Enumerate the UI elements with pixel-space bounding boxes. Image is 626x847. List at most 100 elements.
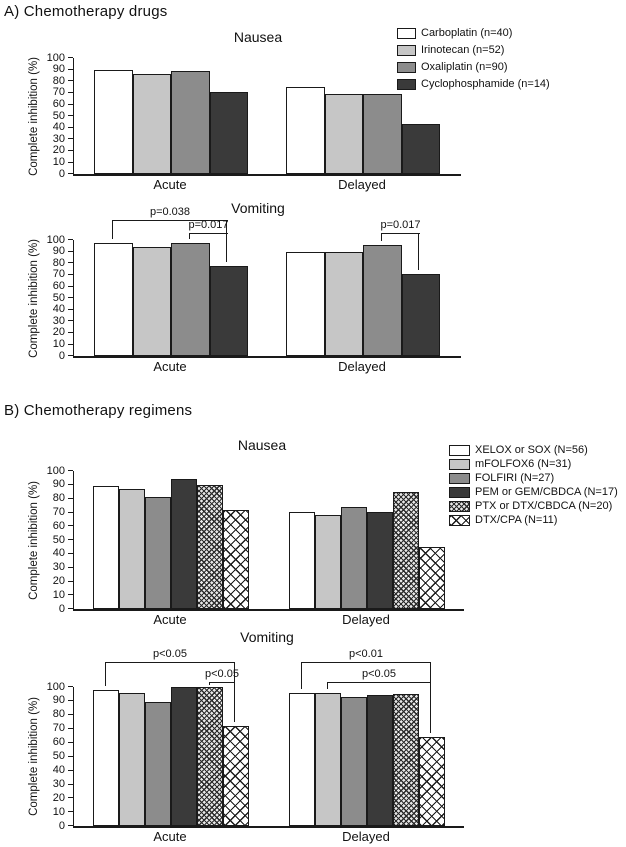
bar xyxy=(401,124,440,174)
p-value-label: p<0.05 xyxy=(362,668,396,680)
y-tick-label: 10 xyxy=(52,155,65,168)
y-tick xyxy=(68,92,73,94)
bar xyxy=(315,692,341,826)
x-category-label: Delayed xyxy=(342,612,390,627)
p-bracket-tick xyxy=(327,682,328,689)
legend-item: Cyclophosphamide (n=14) xyxy=(397,78,550,90)
y-tick xyxy=(68,811,73,813)
y-tick-label: 90 xyxy=(52,478,65,491)
y-tick xyxy=(68,138,73,140)
legend-swatch xyxy=(397,27,416,39)
y-tick-label: 70 xyxy=(52,86,65,99)
y-tick xyxy=(68,566,73,568)
y-tick xyxy=(68,80,73,82)
p-bracket-tick xyxy=(301,662,302,689)
legend-label: DTX/CPA (N=11) xyxy=(475,514,558,526)
legend-swatch xyxy=(449,500,470,512)
legend-label: Carboplatin (n=40) xyxy=(421,27,513,39)
bar xyxy=(315,515,341,609)
y-tick xyxy=(68,553,73,555)
y-tick xyxy=(68,539,73,541)
y-tick-label: 40 xyxy=(52,763,65,776)
y-tick-label: 30 xyxy=(52,561,65,574)
y-tick xyxy=(68,686,73,688)
y-tick xyxy=(68,608,73,610)
y-tick-label: 20 xyxy=(52,791,65,804)
bar xyxy=(171,479,197,609)
p-bracket-line xyxy=(189,233,228,234)
p-bracket-tick xyxy=(429,682,431,734)
y-tick-label: 20 xyxy=(52,144,65,157)
legend-item: Carboplatin (n=40) xyxy=(397,27,512,39)
y-tick-label: 30 xyxy=(52,132,65,145)
p-bracket-tick xyxy=(209,682,210,685)
bar xyxy=(341,506,367,609)
y-tick xyxy=(68,525,73,527)
y-tick-label: 50 xyxy=(52,291,65,304)
x-category-label: Acute xyxy=(153,359,187,374)
y-tick-label: 100 xyxy=(46,680,65,693)
y-tick-label: 70 xyxy=(52,268,65,281)
p-value-label: p<0.05 xyxy=(205,668,239,680)
legend-label: Irinotecan (n=52) xyxy=(421,44,505,56)
p-bracket-tick xyxy=(189,233,191,240)
y-tick xyxy=(68,797,73,799)
legend-label: PEM or GEM/CBDCA (N=17) xyxy=(475,486,618,498)
bar xyxy=(209,91,248,174)
bar xyxy=(171,687,197,826)
y-tick-label: 80 xyxy=(52,492,65,505)
bar xyxy=(367,512,393,609)
bar xyxy=(197,484,223,609)
p-bracket-line xyxy=(105,662,235,663)
y-tick-label: 40 xyxy=(52,121,65,134)
bar xyxy=(197,687,223,826)
legend-item: Oxaliplatin (n=90) xyxy=(397,61,508,73)
y-tick-label: 10 xyxy=(52,805,65,818)
y-tick-label: 20 xyxy=(52,574,65,587)
p-value-label: p=0.038 xyxy=(149,206,191,218)
y-tick xyxy=(68,173,73,175)
y-tick-label: 80 xyxy=(52,708,65,721)
y-tick xyxy=(68,126,73,128)
legend-item: FOLFIRI (N=27) xyxy=(449,472,554,484)
y-tick xyxy=(68,262,73,264)
y-tick xyxy=(68,484,73,486)
x-category-label: Acute xyxy=(153,177,187,192)
p-bracket-tick xyxy=(105,662,106,686)
bar xyxy=(94,243,133,356)
bar xyxy=(286,87,325,174)
y-tick-label: 90 xyxy=(52,245,65,258)
bar xyxy=(171,70,210,174)
plot-area xyxy=(73,471,464,611)
legend-swatch xyxy=(449,444,470,456)
y-tick-label: 10 xyxy=(52,337,65,350)
bar xyxy=(324,251,363,356)
y-tick-label: 0 xyxy=(58,167,65,180)
bar xyxy=(119,488,145,609)
y-tick-label: 60 xyxy=(52,519,65,532)
p-bracket-tick xyxy=(418,233,420,270)
section-a-title: A) Chemotherapy drugs xyxy=(4,3,168,20)
y-tick xyxy=(68,783,73,785)
y-tick xyxy=(68,308,73,310)
y-tick-label: 50 xyxy=(52,109,65,122)
p-value-label: p=0.017 xyxy=(188,219,229,231)
chart-title: Vomiting xyxy=(240,629,294,645)
y-tick xyxy=(68,57,73,59)
p-bracket-line xyxy=(381,233,420,234)
y-tick-label: 0 xyxy=(58,349,65,362)
y-tick-label: 0 xyxy=(58,819,65,832)
bar xyxy=(94,69,133,174)
section-b-title: B) Chemotherapy regimens xyxy=(4,402,193,419)
y-tick xyxy=(68,355,73,357)
p-value-label: p<0.05 xyxy=(153,648,187,660)
bar xyxy=(93,689,119,826)
legend-swatch xyxy=(397,78,416,90)
legend-item: XELOX or SOX (N=56) xyxy=(449,444,588,456)
p-bracket-line xyxy=(301,662,431,663)
y-tick xyxy=(68,274,73,276)
legend-item: mFOLFOX6 (N=31) xyxy=(449,458,571,470)
bar xyxy=(132,246,171,356)
y-tick-label: 60 xyxy=(52,97,65,110)
